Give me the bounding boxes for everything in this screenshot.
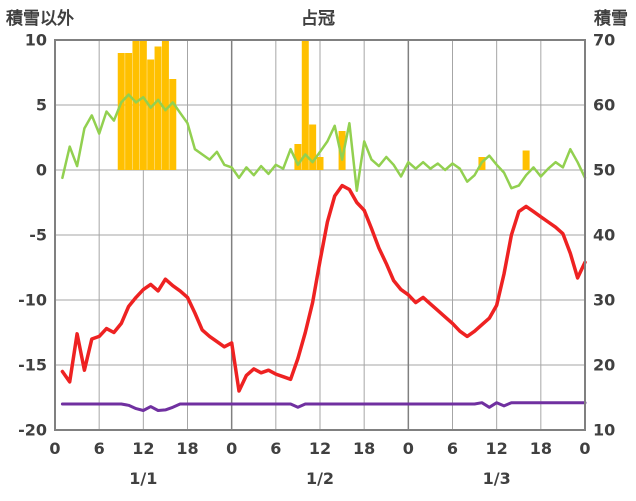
svg-text:12: 12 [309,439,331,458]
chart-title: 占冠 [301,9,335,29]
svg-text:18: 18 [176,439,198,458]
svg-text:-5: -5 [29,226,47,245]
svg-text:-15: -15 [18,356,47,375]
svg-text:12: 12 [132,439,154,458]
svg-text:12: 12 [486,439,508,458]
svg-text:40: 40 [593,226,615,245]
svg-text:18: 18 [530,439,552,458]
svg-text:5: 5 [36,96,47,115]
svg-text:1/3: 1/3 [483,469,511,488]
svg-text:1/1: 1/1 [129,469,157,488]
svg-text:0: 0 [579,439,590,458]
svg-text:50: 50 [593,161,615,180]
right-axis-title: 積雪 [594,9,628,29]
svg-text:18: 18 [353,439,375,458]
svg-text:0: 0 [49,439,60,458]
svg-text:0: 0 [36,161,47,180]
svg-text:60: 60 [593,96,615,115]
svg-text:6: 6 [270,439,281,458]
svg-text:10: 10 [593,421,615,440]
svg-text:20: 20 [593,356,615,375]
svg-text:-10: -10 [18,291,47,310]
svg-text:6: 6 [94,439,105,458]
svg-text:-20: -20 [18,421,47,440]
svg-text:10: 10 [25,31,47,50]
svg-text:70: 70 [593,31,615,50]
svg-text:6: 6 [447,439,458,458]
svg-text:30: 30 [593,291,615,310]
svg-text:0: 0 [403,439,414,458]
svg-text:0: 0 [226,439,237,458]
left-axis-title: 積雪以外 [6,9,74,29]
svg-text:1/2: 1/2 [306,469,334,488]
